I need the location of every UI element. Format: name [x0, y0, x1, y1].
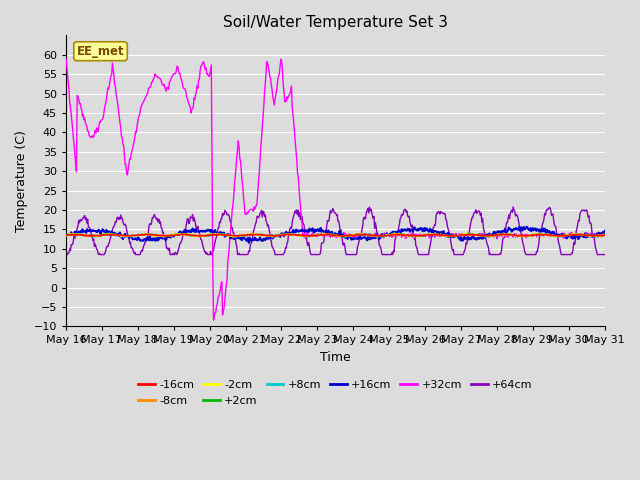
+16cm	[245, 240, 253, 246]
-2cm	[72, 232, 79, 238]
+16cm	[62, 232, 70, 238]
Line: +2cm: +2cm	[66, 233, 605, 238]
-8cm	[418, 232, 426, 238]
-8cm	[62, 233, 70, 239]
+64cm	[127, 245, 135, 251]
Line: -2cm: -2cm	[66, 233, 605, 237]
+16cm	[72, 230, 79, 236]
Y-axis label: Temperature (C): Temperature (C)	[15, 130, 28, 232]
Line: +64cm: +64cm	[66, 207, 605, 254]
+32cm	[62, 56, 70, 61]
+2cm	[401, 232, 409, 238]
-16cm	[211, 231, 218, 237]
+16cm	[417, 225, 425, 231]
Line: -8cm: -8cm	[66, 234, 605, 237]
+2cm	[601, 232, 609, 238]
+8cm	[182, 231, 189, 237]
+8cm	[431, 230, 439, 236]
-8cm	[212, 231, 220, 237]
+2cm	[445, 235, 452, 240]
+8cm	[417, 234, 425, 240]
-16cm	[418, 232, 426, 238]
-2cm	[183, 231, 191, 237]
+2cm	[211, 231, 219, 237]
+32cm	[601, 233, 609, 239]
Line: +8cm: +8cm	[66, 233, 605, 238]
-16cm	[182, 232, 189, 238]
+8cm	[211, 231, 218, 237]
+32cm	[417, 231, 425, 237]
+16cm	[523, 224, 531, 229]
-2cm	[62, 233, 70, 239]
-8cm	[410, 234, 417, 240]
+16cm	[601, 228, 609, 234]
+32cm	[127, 152, 135, 157]
+16cm	[182, 230, 189, 236]
+64cm	[211, 242, 218, 248]
+32cm	[211, 310, 219, 315]
+32cm	[210, 317, 218, 323]
Text: EE_met: EE_met	[77, 45, 124, 58]
+2cm	[62, 232, 70, 238]
-16cm	[72, 232, 79, 238]
-2cm	[170, 230, 178, 236]
+8cm	[601, 232, 609, 238]
-8cm	[211, 231, 218, 237]
+32cm	[401, 235, 409, 241]
+2cm	[72, 232, 79, 238]
X-axis label: Time: Time	[320, 351, 351, 364]
+2cm	[417, 232, 425, 238]
+8cm	[72, 231, 79, 237]
+8cm	[127, 234, 135, 240]
+32cm	[72, 160, 79, 166]
+8cm	[62, 231, 70, 237]
-8cm	[401, 233, 409, 239]
Title: Soil/Water Temperature Set 3: Soil/Water Temperature Set 3	[223, 15, 448, 30]
+64cm	[62, 252, 70, 257]
-8cm	[72, 232, 79, 238]
+32cm	[182, 88, 189, 94]
-16cm	[376, 234, 384, 240]
-16cm	[127, 232, 135, 238]
-16cm	[403, 232, 410, 238]
Legend: -16cm, -8cm, -2cm, +2cm, +8cm, +16cm, +32cm, +64cm: -16cm, -8cm, -2cm, +2cm, +8cm, +16cm, +3…	[134, 375, 537, 410]
-2cm	[418, 232, 426, 238]
+2cm	[183, 230, 191, 236]
+64cm	[509, 204, 517, 210]
-2cm	[403, 233, 410, 239]
+16cm	[127, 233, 135, 239]
+2cm	[128, 233, 136, 239]
+2cm	[103, 230, 111, 236]
-2cm	[127, 232, 135, 238]
+16cm	[211, 230, 218, 236]
-8cm	[127, 233, 135, 239]
+64cm	[182, 225, 189, 230]
-16cm	[62, 232, 70, 238]
-16cm	[324, 231, 332, 237]
+64cm	[601, 252, 609, 257]
Line: +16cm: +16cm	[66, 227, 605, 243]
+16cm	[401, 227, 409, 233]
-8cm	[601, 232, 609, 238]
Line: +32cm: +32cm	[66, 59, 605, 320]
-16cm	[601, 232, 609, 238]
Line: -16cm: -16cm	[66, 234, 605, 237]
+8cm	[401, 232, 409, 238]
+64cm	[72, 231, 79, 237]
+8cm	[232, 235, 240, 240]
-8cm	[182, 232, 189, 238]
+64cm	[417, 252, 424, 257]
-2cm	[212, 232, 220, 238]
-2cm	[601, 232, 609, 238]
-2cm	[193, 234, 201, 240]
+64cm	[401, 207, 408, 213]
